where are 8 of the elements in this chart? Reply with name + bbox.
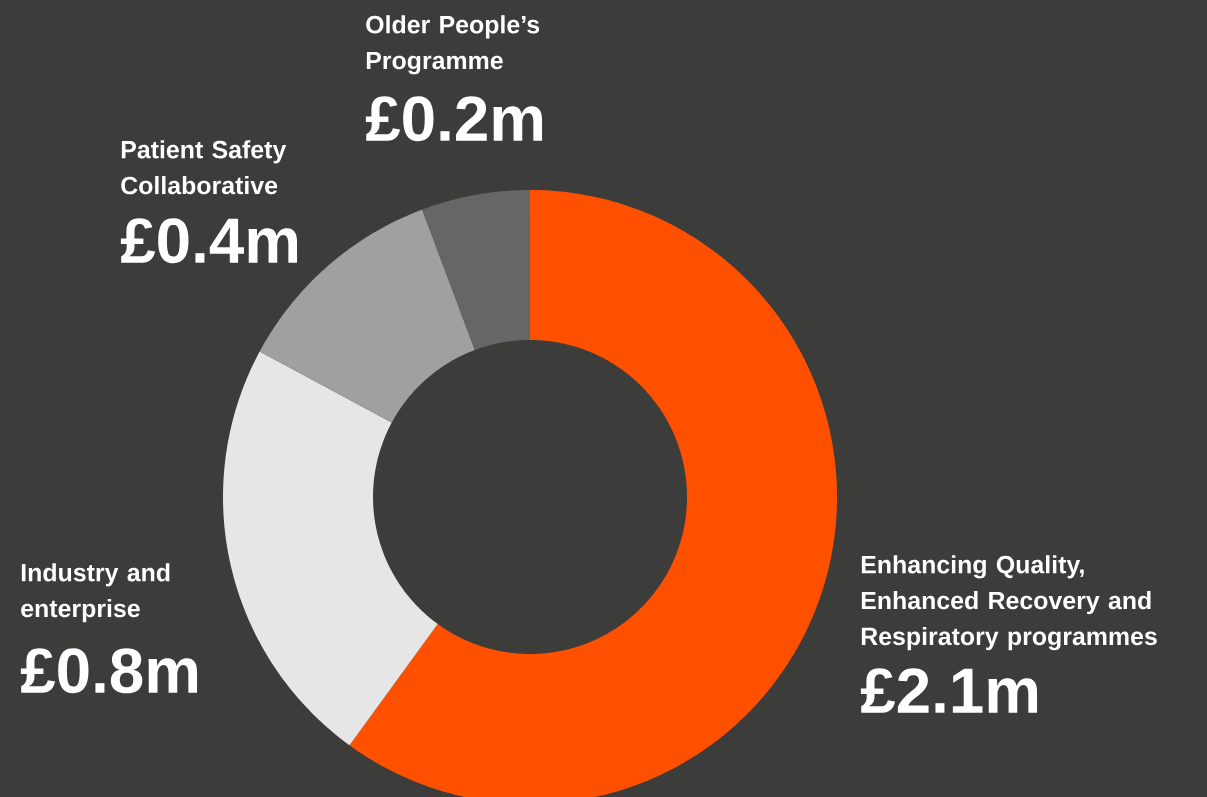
data-label: £0.4m	[120, 218, 298, 264]
slice-label: Older People’s Programme	[366, 15, 540, 75]
data-label: £0.8m	[20, 648, 198, 694]
data-label: £2.1m	[860, 668, 1038, 713]
slice-label: Industry and enterprise	[21, 563, 170, 623]
slice-label: Enhancing Quality, Enhanced Recovery and Respiratory programmes	[861, 555, 1157, 651]
data-label: £0.2m	[365, 96, 543, 142]
slice-label: Patient Safety Collaborative	[121, 140, 287, 195]
